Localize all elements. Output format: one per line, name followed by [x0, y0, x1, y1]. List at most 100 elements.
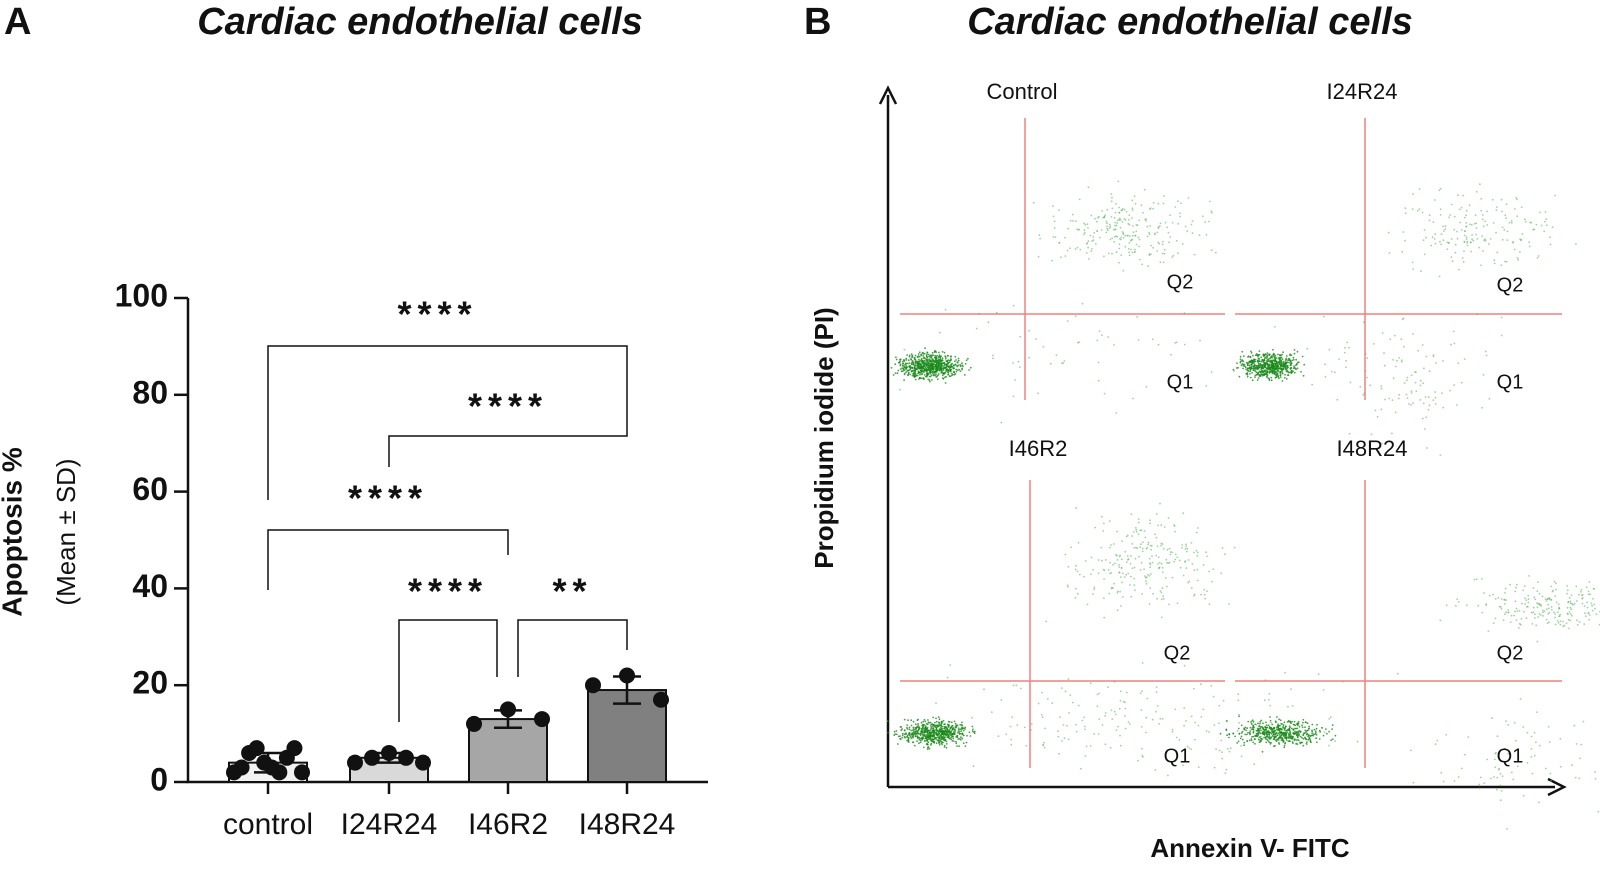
event-dot: [1520, 206, 1523, 209]
event-dot: [1566, 589, 1569, 592]
event-dot: [1397, 397, 1400, 400]
event-dot: [946, 736, 948, 738]
event-dot: [1251, 362, 1254, 364]
event-dot: [1137, 533, 1140, 536]
event-dot: [914, 366, 916, 368]
event-dot: [1276, 732, 1278, 734]
event-dot: [1265, 738, 1267, 740]
event-dot: [1139, 546, 1142, 548]
quadrant-label: Q2: [1497, 274, 1524, 296]
event-dot: [950, 730, 953, 733]
event-dot: [1531, 623, 1534, 625]
event-dot: [1583, 623, 1586, 625]
event-dot: [1546, 598, 1549, 601]
event-dot: [1308, 725, 1310, 728]
event-dot: [1226, 734, 1228, 737]
event-dot: [1221, 757, 1224, 760]
event-dot: [1302, 374, 1305, 377]
event-dot: [1157, 202, 1160, 205]
event-dot: [1032, 201, 1035, 204]
event-dot: [1142, 547, 1144, 550]
event-dot: [1545, 218, 1548, 221]
event-dot: [1311, 732, 1313, 735]
event-dot: [1103, 597, 1105, 599]
event-dot: [958, 368, 961, 371]
event-dot: [1121, 540, 1123, 542]
event-dot: [934, 737, 937, 739]
event-dot: [1322, 315, 1325, 318]
event-dot: [1156, 597, 1158, 600]
event-dot: [925, 370, 928, 372]
event-dot: [1570, 614, 1573, 617]
event-dot: [1464, 753, 1466, 756]
event-dot: [1257, 364, 1260, 367]
event-dot: [1296, 723, 1298, 726]
event-dot: [1294, 724, 1297, 727]
event-dot: [1257, 377, 1260, 379]
event-dot: [1432, 221, 1435, 224]
event-dot: [1580, 743, 1583, 746]
event-dot: [1568, 611, 1571, 613]
event-dot: [1458, 208, 1461, 211]
event-dot: [1404, 207, 1407, 210]
event-dot: [937, 367, 940, 369]
event-dot: [1584, 615, 1587, 618]
event-dot: [1495, 209, 1498, 212]
event-dot: [1391, 432, 1393, 435]
event-dot: [1233, 546, 1236, 549]
event-dot: [1578, 620, 1581, 623]
event-dot: [1094, 526, 1097, 529]
event-dot: [1268, 379, 1271, 382]
event-dot: [1275, 365, 1278, 368]
event-dot: [1114, 228, 1117, 231]
event-dot: [1301, 355, 1304, 358]
event-dot: [1272, 732, 1275, 735]
event-dot: [899, 388, 901, 391]
event-dot: [1519, 251, 1521, 253]
event-dot: [1257, 722, 1259, 725]
event-dot: [955, 736, 958, 738]
event-dot: [936, 733, 938, 736]
event-dot: [1041, 716, 1044, 719]
event-dot: [1187, 197, 1190, 199]
event-dot: [949, 664, 952, 666]
event-dot: [1066, 320, 1069, 322]
event-dot: [1516, 257, 1519, 259]
event-dot: [956, 365, 959, 368]
event-dot: [1158, 723, 1160, 725]
event-dot: [1201, 215, 1204, 218]
event-dot: [954, 731, 956, 733]
event-dot: [1158, 242, 1161, 245]
event-dot: [1527, 601, 1530, 604]
event-dot: [1271, 734, 1274, 737]
event-dot: [1283, 746, 1286, 749]
event-dot: [1315, 741, 1318, 744]
event-dot: [1280, 361, 1283, 364]
event-dot: [1005, 733, 1008, 736]
event-dot: [1558, 606, 1560, 609]
event-dot: [962, 727, 965, 730]
event-dot: [1174, 553, 1177, 556]
event-dot: [1246, 375, 1249, 378]
event-dot: [1521, 602, 1523, 605]
event-dot: [1286, 367, 1288, 370]
x-tick-label: I24R24: [341, 808, 438, 841]
event-dot: [1290, 722, 1292, 725]
event-dot: [1257, 360, 1259, 362]
event-dot: [1478, 246, 1481, 249]
event-dot: [1292, 742, 1294, 744]
event-dot: [1595, 613, 1598, 616]
event-dot: [1165, 558, 1168, 561]
event-dot: [1441, 392, 1443, 395]
event-dot: [1295, 739, 1298, 741]
event-dot: [938, 354, 941, 357]
event-dot: [1064, 236, 1066, 239]
event-dot: [1149, 587, 1152, 589]
event-dot: [912, 362, 915, 365]
event-dot: [1456, 230, 1458, 233]
event-dot: [1147, 543, 1150, 546]
event-dot: [1517, 258, 1519, 261]
event-dot: [895, 730, 898, 732]
event-dot: [1142, 756, 1144, 758]
event-dot: [924, 737, 927, 740]
